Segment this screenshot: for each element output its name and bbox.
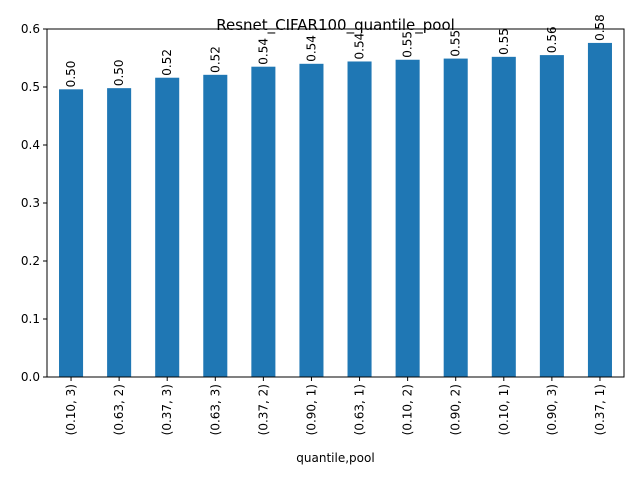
bar [347, 61, 372, 377]
y-tick-label: 0.0 [21, 370, 40, 384]
x-tick-label: (0.90, 2) [449, 384, 463, 435]
bar [539, 55, 564, 377]
bar [203, 74, 228, 377]
x-tick-label: (0.37, 3) [160, 384, 174, 435]
x-tick-label: (0.90, 3) [545, 384, 559, 435]
y-tick-label: 0.2 [21, 254, 40, 268]
x-tick-label: (0.10, 2) [401, 384, 415, 435]
bar-value-label: 0.52 [208, 46, 222, 73]
x-tick-label: (0.63, 2) [112, 384, 126, 435]
x-tick-label: (0.37, 2) [256, 384, 270, 435]
axes-frame [46, 28, 625, 378]
bar [59, 89, 84, 377]
x-tick-label: (0.37, 1) [593, 384, 607, 435]
bar-value-label: 0.54 [304, 35, 318, 62]
bar [395, 59, 420, 378]
bar [587, 42, 612, 378]
y-tick-label: 0.5 [21, 80, 40, 94]
bar-value-label: 0.56 [545, 26, 559, 53]
y-tick-label: 0.1 [21, 312, 40, 326]
x-tick-label: (0.63, 3) [208, 384, 222, 435]
y-tick-label: 0.6 [21, 22, 40, 36]
bar-value-label: 0.55 [449, 30, 463, 57]
x-tick-label: (0.10, 1) [497, 384, 511, 435]
bar [491, 56, 516, 378]
x-axis-label: quantile,pool [296, 451, 374, 465]
plot-area: 0.0 0.1 0.2 0.3 0.4 0.5 0.6 0.50 (0.10, 3) 0.50 (0… [21, 14, 612, 435]
bar-value-label: 0.50 [112, 59, 126, 86]
x-tick-label: (0.90, 1) [304, 384, 318, 435]
bar [443, 58, 468, 378]
bar-value-label: 0.54 [256, 38, 270, 65]
bar-value-label: 0.54 [353, 33, 367, 60]
bar-value-label: 0.55 [401, 31, 415, 58]
bar [251, 66, 276, 377]
x-tick-label: (0.63, 1) [353, 384, 367, 435]
y-tick-label: 0.4 [21, 138, 40, 152]
bar-value-label: 0.55 [497, 28, 511, 55]
chart-title: Resnet_CIFAR100_quantile_pool [216, 16, 455, 35]
bar-value-label: 0.50 [64, 61, 78, 88]
y-tick-label: 0.3 [21, 196, 40, 210]
x-tick-label: (0.10, 3) [64, 384, 78, 435]
bar [107, 88, 132, 377]
bar-value-label: 0.58 [593, 14, 607, 41]
bar-value-label: 0.52 [160, 49, 174, 76]
bar [155, 77, 180, 377]
bar [299, 63, 324, 378]
